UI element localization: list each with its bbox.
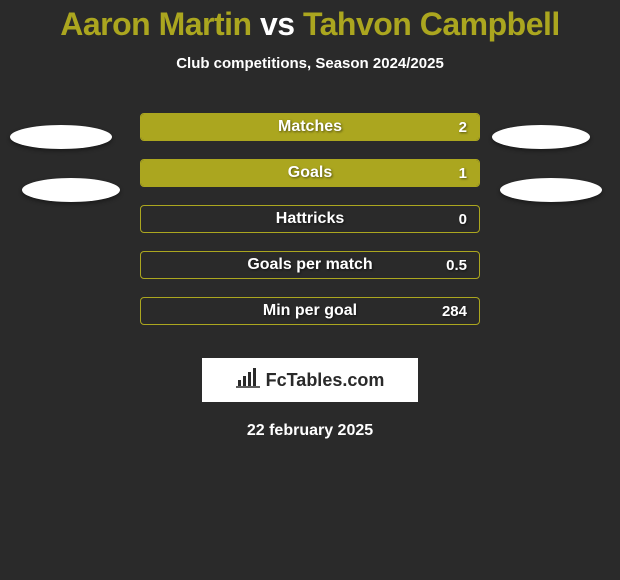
decorative-ellipse [492,125,590,149]
bar-track: Goals per match 0.5 [140,251,480,279]
player1-name: Aaron Martin [60,6,251,42]
decorative-ellipse [10,125,112,149]
subtitle: Club competitions, Season 2024/2025 [0,55,620,72]
logo-box: FcTables.com [202,358,418,402]
stat-label: Goals per match [247,256,372,274]
stat-row: Hattricks 0 [0,196,620,242]
player2-name: Tahvon Campbell [303,6,560,42]
stat-label: Matches [278,118,342,136]
date-text: 22 february 2025 [0,422,620,440]
bar-track: Hattricks 0 [140,205,480,233]
stat-row: Min per goal 284 [0,288,620,334]
bar-track: Goals 1 [140,159,480,187]
stat-label: Goals [288,164,332,182]
stat-label: Min per goal [263,302,357,320]
stat-value: 0 [459,211,467,228]
logo-text: FcTables.com [266,370,385,391]
bar-chart-icon [236,368,260,393]
stat-value: 1 [459,165,467,182]
bar-track: Min per goal 284 [140,297,480,325]
vs-text: vs [260,6,295,42]
decorative-ellipse [22,178,120,202]
stat-value: 2 [459,119,467,136]
comparison-card: Aaron Martin vs Tahvon Campbell Club com… [0,0,620,440]
stat-row: Goals per match 0.5 [0,242,620,288]
stat-label: Hattricks [276,210,344,228]
title: Aaron Martin vs Tahvon Campbell [0,6,620,43]
stat-value: 0.5 [446,257,467,274]
stat-value: 284 [442,303,467,320]
decorative-ellipse [500,178,602,202]
bar-track: Matches 2 [140,113,480,141]
